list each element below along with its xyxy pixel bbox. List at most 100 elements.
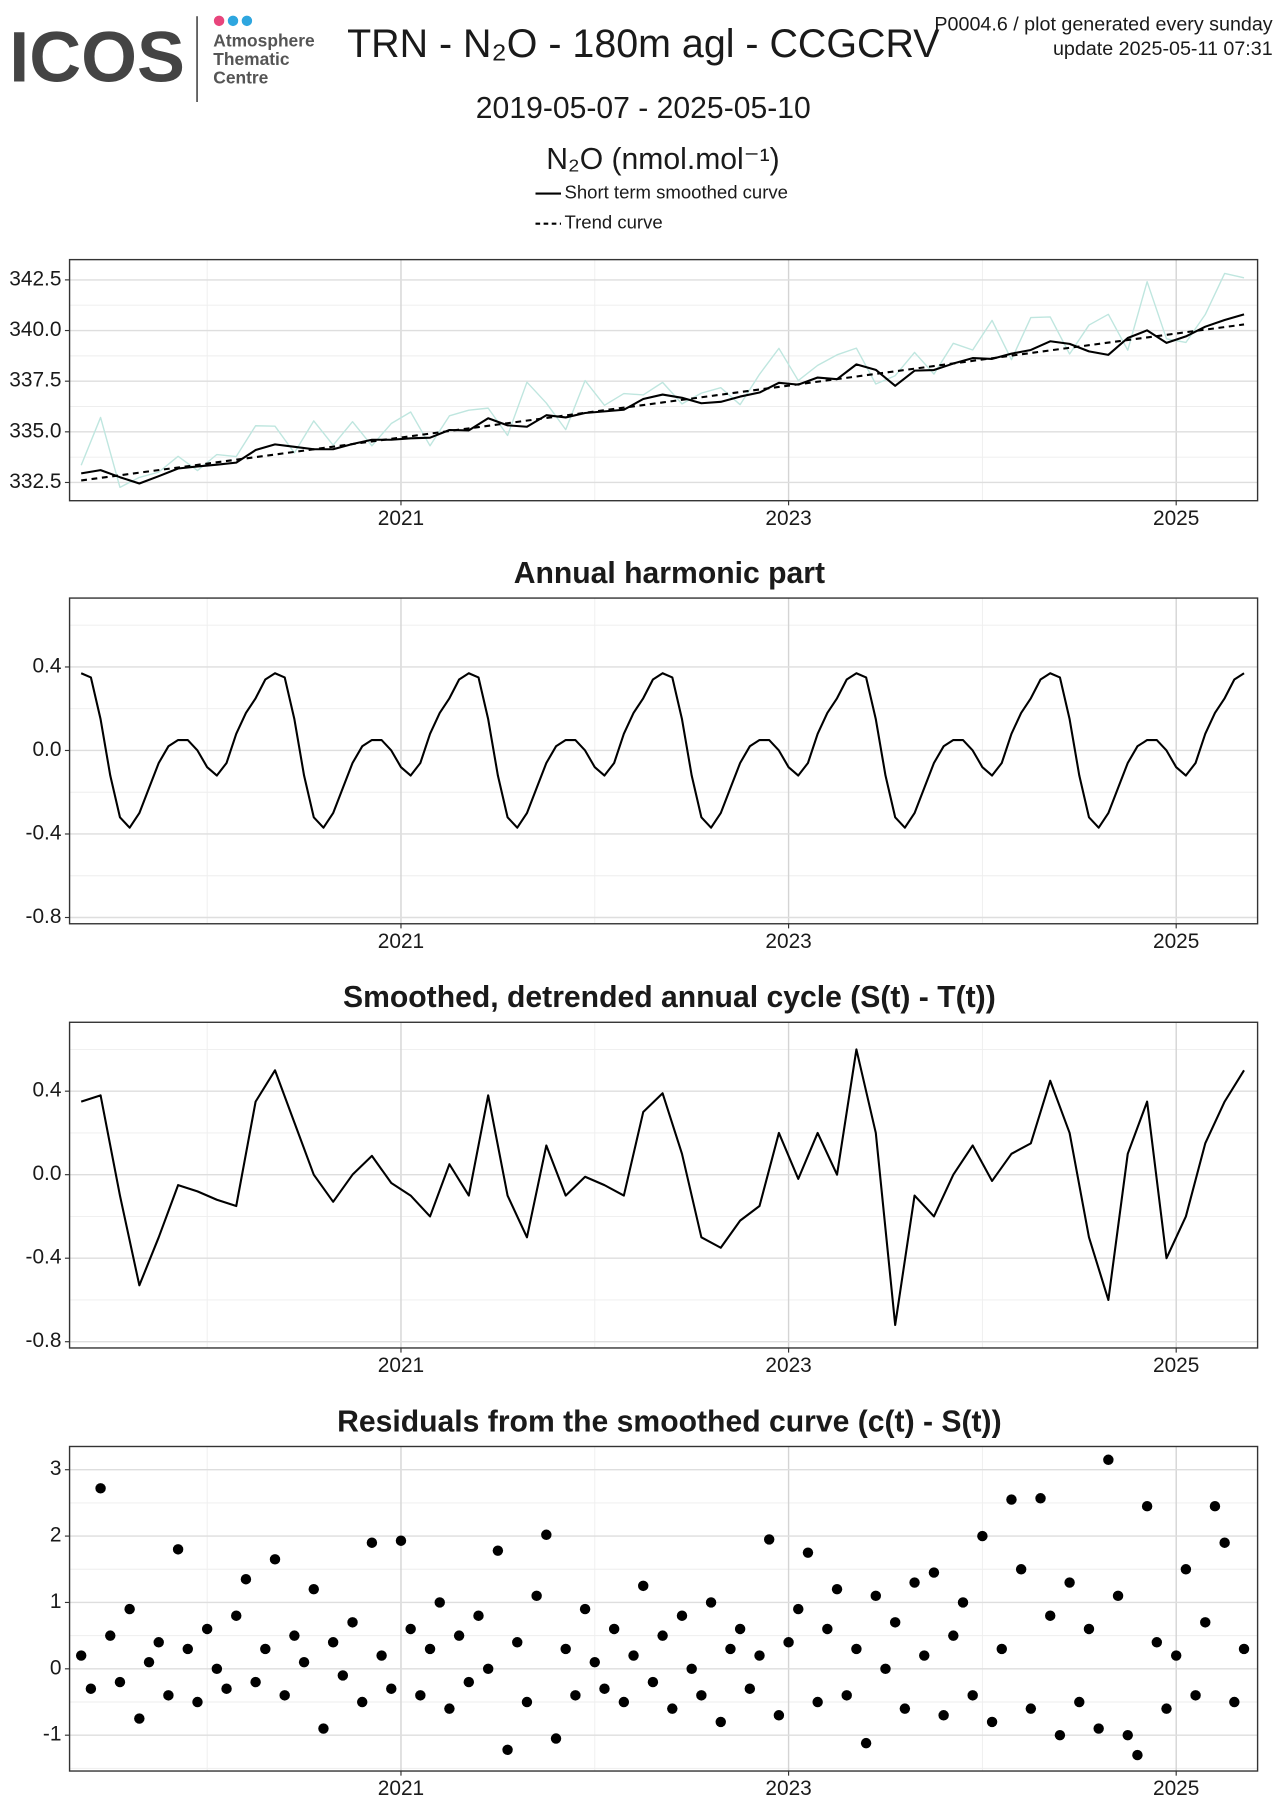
residual-point (599, 1683, 610, 1694)
residual-point (1219, 1537, 1230, 1548)
series-line (81, 323, 1245, 482)
residual-point (105, 1630, 116, 1641)
residual-point (143, 1656, 155, 1668)
residual-point (686, 1663, 697, 1675)
y-tick-label: 0.4 (32, 1079, 61, 1102)
residual-point (1238, 1643, 1250, 1655)
residual-point (948, 1630, 959, 1641)
residual-point (715, 1716, 726, 1728)
residual-point (298, 1656, 310, 1668)
residual-point (1161, 1703, 1172, 1714)
y-tick-label: -0.4 (26, 1246, 62, 1269)
x-tick-label: 2025 (1153, 930, 1199, 953)
x-tick-label: 2025 (1153, 1777, 1199, 1800)
y-tick-label: 337.5 (9, 369, 61, 392)
residual-point (512, 1637, 523, 1648)
series-line (81, 313, 1245, 485)
residual-point (172, 1544, 184, 1555)
residual-point (618, 1696, 630, 1708)
residual-point (289, 1630, 300, 1641)
info-line: P0004.6 / plot generated every sunday (934, 14, 1272, 36)
residual-point (638, 1580, 649, 1592)
residual-point (182, 1643, 194, 1655)
x-tick-label: 2023 (765, 930, 811, 953)
y-tick-label: -0.4 (26, 822, 62, 845)
residual-point (589, 1656, 600, 1668)
residual-point (705, 1597, 717, 1608)
y-tick-label: 2 (50, 1524, 62, 1547)
panel-title: Smoothed, detrended annual cycle (S(t) -… (343, 981, 996, 1014)
residual-point (1054, 1729, 1066, 1741)
residual-point (899, 1703, 911, 1714)
logo-text: Atmosphere (213, 30, 315, 50)
raw-data-line (80, 272, 1245, 489)
residual-point (1025, 1703, 1037, 1714)
residual-point (676, 1610, 688, 1621)
title: TRN - N₂O - 180m agl - CCGCRV (347, 22, 940, 66)
residual-point (734, 1623, 746, 1635)
residual-point (1190, 1690, 1201, 1701)
residual-point (560, 1643, 571, 1655)
x-tick-label: 2025 (1153, 507, 1199, 530)
residual-point (473, 1610, 484, 1621)
residual-point (1112, 1590, 1124, 1602)
residual-point (889, 1617, 901, 1628)
residual-point (657, 1630, 668, 1641)
y-tick-label: -1 (43, 1723, 62, 1746)
residual-point (134, 1713, 145, 1724)
residual-point (1151, 1637, 1163, 1648)
y-tick-label: 335.0 (9, 419, 61, 442)
residual-point (1103, 1454, 1114, 1465)
residual-point (773, 1710, 785, 1721)
residual-point (996, 1643, 1007, 1655)
residual-point (1064, 1577, 1075, 1588)
plot-background (69, 1022, 1258, 1348)
residual-point (75, 1650, 87, 1661)
residual-point (279, 1690, 290, 1701)
residual-point (1045, 1610, 1056, 1621)
residual-point (977, 1530, 988, 1542)
residual-point (269, 1554, 281, 1565)
residual-point (153, 1637, 164, 1648)
residual-point (1209, 1501, 1221, 1512)
residual-point (337, 1670, 349, 1681)
x-tick-label: 2023 (765, 507, 811, 530)
residual-point (1006, 1494, 1017, 1505)
panel-title: Annual harmonic part (514, 557, 825, 590)
residual-point (366, 1537, 378, 1548)
residual-point (802, 1547, 814, 1558)
residual-point (114, 1676, 126, 1688)
residual-point (986, 1716, 998, 1728)
residual-point (822, 1623, 833, 1635)
residual-point (1200, 1617, 1211, 1628)
residual-point (880, 1663, 891, 1675)
residual-point (967, 1690, 978, 1701)
residual-point (463, 1676, 475, 1688)
residual-point (1180, 1564, 1192, 1575)
y-tick-label: 0.4 (32, 654, 61, 677)
residual-point (541, 1529, 552, 1540)
logo-dot (227, 15, 239, 27)
residual-point (1093, 1723, 1104, 1734)
residual-point (376, 1650, 387, 1661)
residual-point (347, 1617, 358, 1628)
y-tick-label: 0.0 (32, 1162, 61, 1185)
residual-point (1122, 1729, 1133, 1741)
residual-point (851, 1643, 862, 1655)
logo-text: Thematic (213, 49, 290, 69)
y-tick-label: -0.8 (26, 905, 62, 928)
residual-point (531, 1590, 542, 1602)
residual-point (415, 1690, 426, 1701)
x-tick-label: 2021 (378, 1777, 424, 1800)
residual-point (231, 1610, 242, 1621)
residual-point (841, 1690, 852, 1701)
x-tick-label: 2025 (1153, 1354, 1199, 1377)
residual-point (192, 1696, 203, 1708)
info-line: update 2025-05-11 07:31 (1053, 38, 1273, 60)
residual-point (201, 1623, 213, 1635)
residual-point (502, 1744, 513, 1756)
residual-point (318, 1723, 329, 1734)
residual-point (453, 1630, 465, 1641)
